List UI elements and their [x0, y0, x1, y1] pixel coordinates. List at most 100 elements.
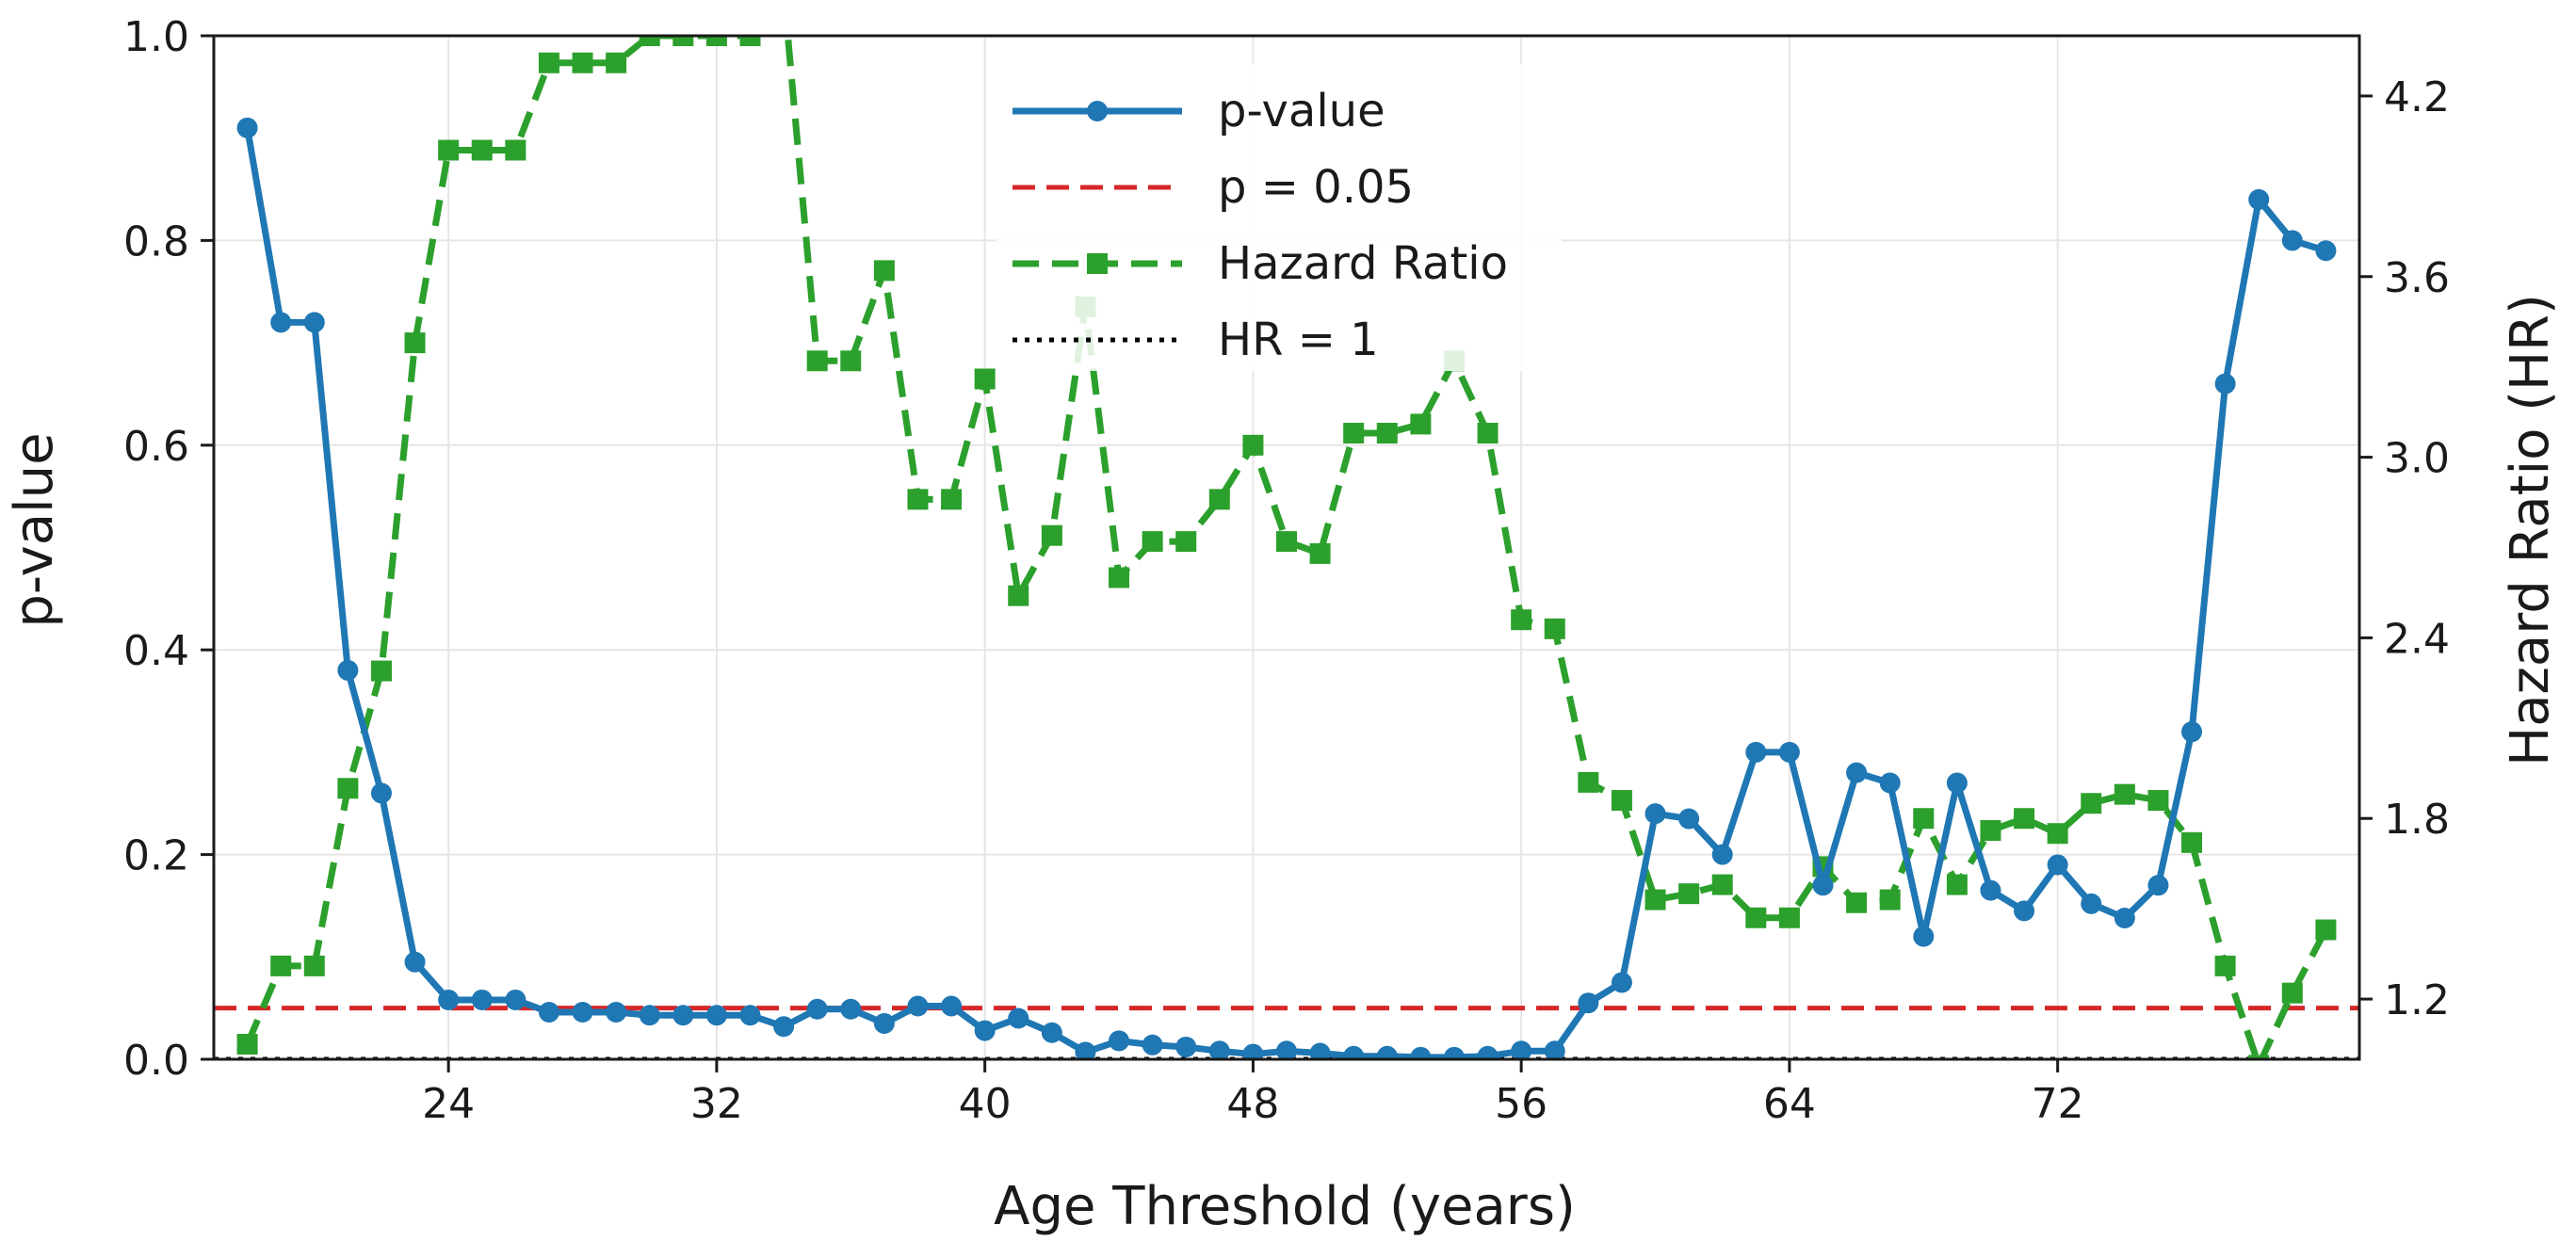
hazard-ratio-point	[974, 368, 996, 390]
p-value-point	[1142, 1034, 1163, 1056]
hazard-ratio-point	[1913, 808, 1935, 830]
hazard-ratio-point	[1644, 889, 1666, 911]
p-value-point	[538, 1001, 559, 1023]
p-value-point	[2214, 373, 2236, 395]
hazard-ratio-point	[1343, 423, 1365, 444]
p-value-point	[1443, 1046, 1465, 1059]
p-value-point	[1611, 972, 1632, 993]
y2-tick-label: 3.6	[2384, 254, 2450, 302]
hazard-ratio-point	[1477, 423, 1499, 444]
hazard-ratio-point	[1980, 820, 2001, 842]
hazard-ratio-point	[2081, 793, 2102, 814]
p-value-point	[2147, 875, 2169, 896]
hazard-ratio-point	[1879, 889, 1901, 911]
hazard-ratio-point	[1745, 907, 1767, 928]
x-tick-label: 32	[690, 1080, 743, 1128]
x-tick-label: 40	[959, 1080, 1012, 1128]
hazard-ratio-point	[1208, 489, 1230, 510]
p-value-point	[907, 995, 929, 1017]
p-value-point	[404, 951, 426, 973]
p-value-point	[505, 989, 527, 1010]
hazard-ratio-point	[672, 36, 694, 46]
hazard-ratio-point	[1544, 618, 1565, 639]
x-tick-label: 64	[1763, 1080, 1816, 1128]
p-value-point	[1913, 926, 1935, 947]
p-value-point	[1477, 1045, 1499, 1059]
y-tick-label: 0.8	[123, 218, 189, 266]
p-value-point	[2047, 854, 2068, 876]
hazard-ratio-point	[1578, 771, 1599, 793]
hazard-ratio-point	[941, 489, 963, 510]
y-tick-label: 0.4	[123, 627, 189, 675]
x-tick-label: 56	[1495, 1080, 1547, 1128]
hazard-ratio-point	[1142, 531, 1163, 553]
p-value-point	[2081, 893, 2102, 914]
hazard-ratio-point	[1276, 531, 1297, 553]
p-value-point	[1343, 1045, 1365, 1059]
p-value-point	[1879, 772, 1901, 794]
p-value-point	[1980, 879, 2001, 901]
p-value-point	[1578, 992, 1599, 1014]
hazard-ratio-point	[606, 52, 627, 73]
hazard-ratio-point	[1242, 434, 1264, 456]
p-value-point	[370, 782, 392, 804]
series-layer	[236, 0, 2337, 1059]
hazard-ratio-point	[806, 350, 828, 372]
y-tick-label: 0.6	[123, 423, 189, 471]
p-value-point	[1678, 808, 1700, 830]
p-value-point	[806, 998, 828, 1020]
legend-entry-hazard-ratio: Hazard Ratio	[1013, 237, 1508, 290]
hazard-ratio-point	[773, 0, 794, 1]
hazard-ratio-point	[1008, 585, 1029, 606]
hazard-ratio-point	[572, 52, 593, 73]
y-axis-title: p-value	[4, 432, 65, 627]
hazard-ratio-point	[907, 489, 929, 510]
hazard-ratio-point	[2014, 808, 2035, 830]
p-value-point	[303, 312, 325, 333]
axes: 24 32 40 48 56 64 72 0.0 0.2 0.4 0.6 0.8 1.0 1.2 1.8 2.…	[123, 13, 2450, 1128]
legend: p-value p = 0.05 Hazard Ratio HR = 1	[996, 64, 1562, 371]
hazard-ratio-point	[2315, 919, 2337, 941]
p-value-point	[2248, 188, 2270, 210]
reference-lines	[214, 1006, 2359, 1059]
hazard-ratio-point	[1410, 413, 1432, 435]
hazard-ratio-point	[1611, 790, 1632, 812]
p-value-point	[606, 1001, 627, 1023]
hazard-ratio-point	[404, 332, 426, 354]
p-value-point	[1276, 1040, 1297, 1059]
hazard-ratio-point	[1376, 423, 1398, 444]
p-value-point	[1008, 1007, 1029, 1029]
hazard-ratio-point	[2047, 823, 2068, 845]
hazard-ratio-point	[2281, 982, 2303, 1004]
p-value-point	[941, 995, 963, 1017]
p-value-point	[1644, 803, 1666, 825]
hazard-ratio-point	[1678, 883, 1700, 905]
hazard-ratio-point	[639, 36, 660, 46]
legend-label-threshold: p = 0.05	[1218, 161, 1414, 214]
p-value-point	[1812, 875, 1834, 896]
hazard-ratio-point	[1778, 907, 1800, 928]
p-value-point	[873, 1012, 895, 1034]
p-value-point	[2014, 900, 2035, 922]
p-value-point	[1109, 1030, 1130, 1052]
hazard-ratio-point	[739, 36, 761, 46]
p-value-point	[1778, 741, 1800, 763]
p-value-point	[1745, 741, 1767, 763]
hazard-ratio-point	[1309, 542, 1331, 564]
p-value-point	[1946, 772, 1968, 794]
p-value-point	[471, 989, 493, 1010]
hazard-ratio-point	[1846, 892, 1868, 913]
hazard-ratio-point	[1711, 874, 1733, 895]
p-value-point	[2114, 907, 2135, 928]
hazard-ratio-point	[438, 139, 460, 161]
p-value-point	[1376, 1045, 1398, 1059]
y-tick-label: 0.2	[123, 832, 189, 880]
p-value-point	[705, 1005, 727, 1026]
p-value-point	[236, 117, 258, 138]
hazard-ratio-point	[1041, 524, 1062, 546]
hazard-ratio-point	[840, 350, 862, 372]
x-tick-label: 48	[1226, 1080, 1279, 1128]
p-value-point	[639, 1005, 660, 1026]
y-tick-label: 1.0	[123, 13, 189, 61]
